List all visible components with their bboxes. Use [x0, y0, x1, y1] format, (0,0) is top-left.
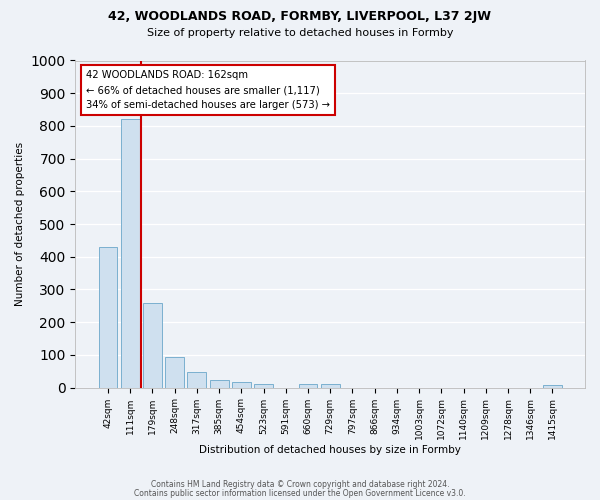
Bar: [121, 120, 140, 388]
X-axis label: Distribution of detached houses by size in Formby: Distribution of detached houses by size …: [199, 445, 461, 455]
Bar: [254, 384, 273, 388]
Bar: [165, 357, 184, 388]
Y-axis label: Number of detached properties: Number of detached properties: [15, 142, 25, 306]
Bar: [543, 386, 562, 388]
Bar: [321, 384, 340, 388]
Text: Contains HM Land Registry data © Crown copyright and database right 2024.: Contains HM Land Registry data © Crown c…: [151, 480, 449, 489]
Bar: [232, 382, 251, 388]
Text: Size of property relative to detached houses in Formby: Size of property relative to detached ho…: [147, 28, 453, 38]
Bar: [98, 247, 118, 388]
Text: 42 WOODLANDS ROAD: 162sqm
← 66% of detached houses are smaller (1,117)
34% of se: 42 WOODLANDS ROAD: 162sqm ← 66% of detac…: [86, 70, 329, 110]
Bar: [143, 302, 162, 388]
Bar: [187, 372, 206, 388]
Bar: [209, 380, 229, 388]
Text: Contains public sector information licensed under the Open Government Licence v3: Contains public sector information licen…: [134, 490, 466, 498]
Bar: [299, 384, 317, 388]
Text: 42, WOODLANDS ROAD, FORMBY, LIVERPOOL, L37 2JW: 42, WOODLANDS ROAD, FORMBY, LIVERPOOL, L…: [109, 10, 491, 23]
